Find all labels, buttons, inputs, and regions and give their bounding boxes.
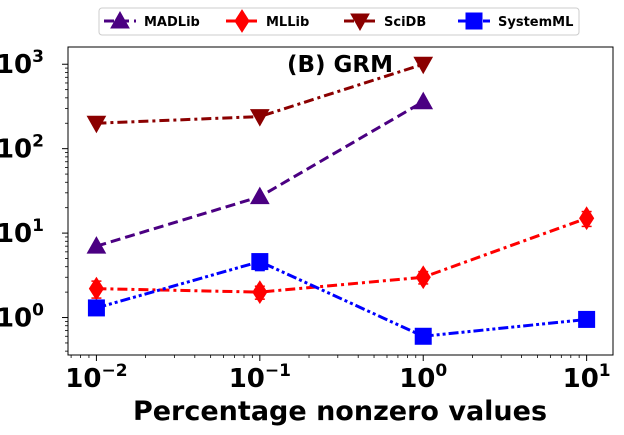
legend-box — [98, 7, 580, 36]
legend-item-madlib: MADLib — [104, 10, 200, 30]
legend: MADLib MLLib SciDB SystemML — [98, 7, 580, 36]
data-point-madlib-2 — [413, 91, 434, 110]
legend-item-mllib: MLLib — [226, 9, 309, 33]
legend-label-madlib: MADLib — [144, 15, 200, 30]
data-point-scidb-0 — [86, 115, 107, 134]
data-point-scidb-2 — [413, 56, 434, 75]
y-tick-label-0: 100 — [0, 301, 44, 334]
legend-marker-systemml — [465, 12, 483, 30]
chart-title: (B) GRM — [287, 52, 393, 78]
legend-label-scidb: SciDB — [384, 15, 426, 30]
legend-item-scidb: SciDB — [344, 13, 426, 32]
y-tick-label-2: 102 — [0, 132, 44, 165]
data-point-systemml-2 — [414, 327, 432, 345]
series-layer — [86, 56, 596, 345]
data-point-madlib-1 — [249, 186, 270, 205]
data-point-systemml-0 — [87, 299, 105, 317]
legend-label-systemml: SystemML — [498, 15, 573, 30]
plot-area — [67, 46, 614, 356]
data-point-mllib-2 — [415, 265, 431, 290]
data-point-madlib-0 — [86, 236, 107, 254]
legend-marker-mllib — [234, 9, 250, 33]
data-point-mllib-3 — [579, 206, 595, 231]
data-point-scidb-1 — [249, 109, 270, 127]
x-tick-label-2: 100 — [399, 361, 447, 394]
y-axis: 100 101 102 103 — [0, 47, 68, 352]
legend-label-mllib: MLLib — [266, 15, 309, 30]
y-tick-label-1: 101 — [0, 216, 44, 249]
legend-item-systemml: SystemML — [458, 12, 573, 30]
x-tick-label-1: 10−1 — [229, 361, 291, 394]
x-axis: 10−2 10−1 100 101 — [65, 355, 611, 394]
data-point-mllib-1 — [252, 280, 268, 305]
data-point-systemml-3 — [578, 310, 596, 328]
series-line-mllib — [96, 216, 588, 294]
x-axis-title: Percentage nonzero values — [133, 396, 547, 427]
data-point-systemml-1 — [251, 253, 269, 271]
x-tick-label-0: 10−2 — [65, 361, 127, 394]
legend-marker-scidb — [350, 13, 370, 32]
y-tick-label-3: 103 — [0, 47, 44, 80]
legend-marker-madlib — [110, 10, 130, 29]
series-line-systemml — [96, 259, 587, 338]
x-tick-label-3: 101 — [563, 361, 611, 394]
